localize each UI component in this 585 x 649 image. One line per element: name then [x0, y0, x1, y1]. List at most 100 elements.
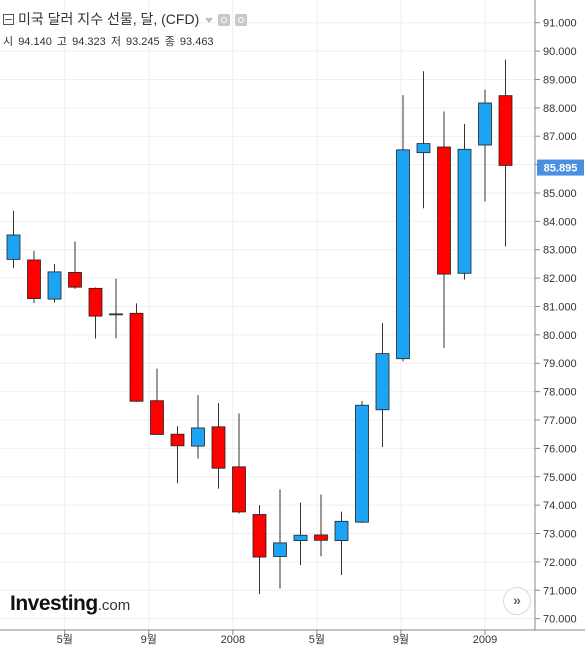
- price-tag-label: 85.895: [544, 163, 578, 175]
- candle: [355, 400, 369, 524]
- low-label: 저: [110, 36, 121, 48]
- candle: [498, 59, 513, 247]
- y-tick-label: 81.000: [543, 301, 577, 313]
- y-tick-label: 87.000: [543, 131, 577, 143]
- open-value: 94.140: [18, 36, 52, 48]
- candle: [129, 303, 144, 402]
- open-label: 시: [3, 36, 14, 48]
- candle: [457, 124, 472, 280]
- x-tick-label: 9월: [393, 633, 409, 646]
- candle-body: [437, 146, 451, 275]
- chart-title: 미국 달러 지수 선물, 달, (CFD): [18, 11, 200, 27]
- logo-suffix: .com: [97, 597, 131, 614]
- x-tick-label: 9월: [141, 633, 157, 646]
- candle-body: [6, 234, 21, 260]
- candle-body: [27, 259, 41, 299]
- candle-body: [170, 433, 185, 447]
- candle-body: [314, 534, 328, 541]
- candle: [273, 489, 287, 589]
- scroll-forward-button[interactable]: »: [503, 587, 531, 615]
- candle-body: [293, 534, 308, 542]
- candle-body: [375, 353, 390, 411]
- y-tick-label: 73.000: [543, 529, 577, 541]
- grid: [0, 0, 535, 630]
- y-tick-label: 90.000: [543, 46, 577, 58]
- candle-body: [334, 520, 349, 542]
- y-tick-label: 79.000: [543, 358, 577, 370]
- candle-body: [211, 426, 226, 469]
- chart-header: 미국 달러 지수 선물, 달, (CFD): [3, 9, 248, 29]
- price-tag-bg: [537, 159, 584, 176]
- candle-body: [498, 95, 513, 166]
- candles: [6, 59, 513, 594]
- y-tick-label: 83.000: [543, 245, 577, 257]
- x-tick-label: 2008: [221, 634, 245, 646]
- y-tick-label: 84.000: [543, 216, 577, 228]
- last-price-tag: 85.895: [537, 159, 584, 176]
- candle-body: [47, 271, 62, 300]
- candle: [375, 322, 390, 447]
- candle: [293, 502, 308, 566]
- candle-body: [232, 466, 246, 513]
- y-tick-label: 80.000: [543, 330, 577, 342]
- x-tick-label: 2009: [473, 634, 497, 646]
- candle-body: [252, 514, 267, 558]
- candle: [109, 278, 123, 339]
- y-tick-label: 91.000: [543, 18, 577, 30]
- y-tick-label: 89.000: [543, 74, 577, 86]
- y-tick-label: 74.000: [543, 500, 577, 512]
- candle-body: [457, 148, 472, 274]
- gear-icon[interactable]: [235, 14, 248, 27]
- high-label: 고: [56, 36, 68, 48]
- logo-brand: Investing: [10, 592, 98, 615]
- high-value: 94.323: [72, 36, 106, 48]
- candle: [88, 287, 103, 339]
- candle-body: [129, 312, 144, 402]
- y-tick-label: 71.000: [543, 585, 577, 597]
- candle-body: [191, 427, 205, 447]
- low-value: 93.245: [126, 36, 160, 48]
- y-tick-label: 70.000: [543, 614, 577, 626]
- candle-body: [396, 149, 410, 360]
- y-tick-label: 72.000: [543, 557, 577, 569]
- chevron-down-icon[interactable]: [205, 17, 214, 23]
- candle-body: [109, 313, 123, 316]
- y-tick-label: 82.000: [543, 273, 577, 285]
- y-tick-label: 78.000: [543, 387, 577, 399]
- x-axis-ticks: 5월 9월 2008 5월 9월 2009: [57, 630, 497, 646]
- candle: [416, 71, 431, 209]
- candle: [68, 241, 82, 289]
- candle-body: [150, 400, 164, 435]
- investing-logo: Investing.com: [10, 592, 130, 616]
- candle: [396, 95, 410, 362]
- y-tick-label: 85.000: [543, 188, 577, 200]
- candle: [478, 89, 492, 202]
- candle: [232, 413, 246, 514]
- candle: [150, 368, 164, 435]
- candle: [191, 395, 205, 459]
- y-tick-label: 88.000: [543, 103, 577, 115]
- candle: [170, 426, 185, 484]
- candle: [6, 210, 21, 269]
- close-value: 93.463: [179, 36, 214, 48]
- collapse-icon[interactable]: [3, 13, 14, 25]
- candle: [314, 494, 328, 557]
- close-label: 종: [164, 36, 175, 48]
- x-tick-label: 5월: [57, 633, 73, 646]
- candle: [47, 263, 62, 303]
- y-axis-ticks: 70.000 71.000 72.000 73.000 74.000 75.000 76.0…: [535, 18, 577, 626]
- candle: [252, 505, 267, 594]
- y-tick-label: 77.000: [543, 415, 577, 427]
- candle-body: [416, 143, 431, 154]
- candle: [27, 250, 41, 304]
- candle: [211, 402, 226, 489]
- candle-body: [273, 542, 287, 557]
- candle: [437, 111, 451, 348]
- y-tick-label: 75.000: [543, 472, 577, 484]
- candle-body: [68, 272, 82, 288]
- visibility-icon[interactable]: [218, 14, 231, 27]
- candle-body: [355, 404, 369, 523]
- candle-body: [88, 287, 103, 317]
- ohlc-readout: 시 94.140 고 94.323 저 93.245 종 93.463: [3, 33, 216, 49]
